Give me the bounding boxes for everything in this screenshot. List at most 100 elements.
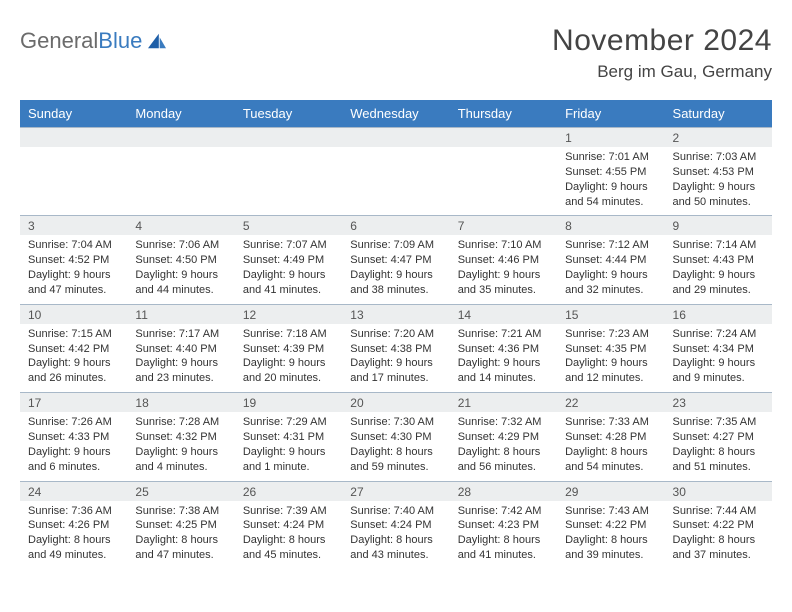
sunset-text: Sunset: 4:31 PM (243, 430, 334, 445)
day-content-cell (342, 147, 449, 216)
day-content-cell: Sunrise: 7:26 AMSunset: 4:33 PMDaylight:… (20, 412, 127, 481)
daylight-text: Daylight: 9 hours (135, 268, 226, 283)
daylight-text: Daylight: 9 hours (673, 356, 764, 371)
sunrise-text: Sunrise: 7:07 AM (243, 238, 334, 253)
sunset-text: Sunset: 4:22 PM (673, 518, 764, 533)
daylight-text: and 44 minutes. (135, 283, 226, 298)
sunset-text: Sunset: 4:44 PM (565, 253, 656, 268)
daylight-text: Daylight: 9 hours (565, 268, 656, 283)
day-number-cell: 24 (20, 481, 127, 501)
daylight-text: Daylight: 9 hours (350, 356, 441, 371)
daylight-text: Daylight: 8 hours (28, 533, 119, 548)
daylight-text: and 41 minutes. (458, 548, 549, 563)
day-number-cell: 17 (20, 393, 127, 413)
daylight-text: and 29 minutes. (673, 283, 764, 298)
daynum-row: 3456789 (20, 216, 772, 236)
day-number-cell: 14 (450, 304, 557, 324)
weekday-header: Wednesday (342, 100, 449, 128)
sunset-text: Sunset: 4:36 PM (458, 342, 549, 357)
daylight-text: and 32 minutes. (565, 283, 656, 298)
day-content-cell: Sunrise: 7:21 AMSunset: 4:36 PMDaylight:… (450, 324, 557, 393)
daynum-row: 10111213141516 (20, 304, 772, 324)
sunrise-text: Sunrise: 7:10 AM (458, 238, 549, 253)
daylight-text: Daylight: 9 hours (243, 445, 334, 460)
location-subtitle: Berg im Gau, Germany (552, 62, 772, 82)
title-block: November 2024 Berg im Gau, Germany (552, 24, 772, 82)
daylight-text: Daylight: 9 hours (458, 268, 549, 283)
sunset-text: Sunset: 4:49 PM (243, 253, 334, 268)
day-number-cell: 30 (665, 481, 772, 501)
daylight-text: and 59 minutes. (350, 460, 441, 475)
day-content-cell: Sunrise: 7:44 AMSunset: 4:22 PMDaylight:… (665, 501, 772, 569)
daylight-text: Daylight: 8 hours (673, 533, 764, 548)
day-content-cell: Sunrise: 7:01 AMSunset: 4:55 PMDaylight:… (557, 147, 664, 216)
day-number-cell: 9 (665, 216, 772, 236)
weekday-header: Friday (557, 100, 664, 128)
daylight-text: and 12 minutes. (565, 371, 656, 386)
sunset-text: Sunset: 4:43 PM (673, 253, 764, 268)
day-content-cell (20, 147, 127, 216)
sunrise-text: Sunrise: 7:23 AM (565, 327, 656, 342)
daylight-text: Daylight: 8 hours (243, 533, 334, 548)
day-content-cell (450, 147, 557, 216)
logo-word1: General (20, 28, 98, 53)
sunrise-text: Sunrise: 7:26 AM (28, 415, 119, 430)
daylight-text: and 17 minutes. (350, 371, 441, 386)
sunset-text: Sunset: 4:23 PM (458, 518, 549, 533)
sunset-text: Sunset: 4:27 PM (673, 430, 764, 445)
calendar-table: SundayMondayTuesdayWednesdayThursdayFrid… (20, 100, 772, 569)
sunset-text: Sunset: 4:40 PM (135, 342, 226, 357)
day-number-cell (20, 128, 127, 148)
day-content-row: Sunrise: 7:01 AMSunset: 4:55 PMDaylight:… (20, 147, 772, 216)
day-number-cell: 6 (342, 216, 449, 236)
day-content-cell: Sunrise: 7:07 AMSunset: 4:49 PMDaylight:… (235, 235, 342, 304)
day-number-cell: 11 (127, 304, 234, 324)
weekday-header: Sunday (20, 100, 127, 128)
logo-word2: Blue (98, 28, 142, 53)
day-content-cell: Sunrise: 7:14 AMSunset: 4:43 PMDaylight:… (665, 235, 772, 304)
month-title: November 2024 (552, 24, 772, 58)
daylight-text: Daylight: 9 hours (350, 268, 441, 283)
daylight-text: Daylight: 8 hours (350, 445, 441, 460)
daylight-text: Daylight: 9 hours (28, 356, 119, 371)
daylight-text: Daylight: 8 hours (458, 445, 549, 460)
daynum-row: 12 (20, 128, 772, 148)
day-content-cell: Sunrise: 7:39 AMSunset: 4:24 PMDaylight:… (235, 501, 342, 569)
day-number-cell: 26 (235, 481, 342, 501)
day-number-cell (235, 128, 342, 148)
day-content-cell: Sunrise: 7:03 AMSunset: 4:53 PMDaylight:… (665, 147, 772, 216)
sunset-text: Sunset: 4:34 PM (673, 342, 764, 357)
sunset-text: Sunset: 4:24 PM (243, 518, 334, 533)
logo: GeneralBlue (20, 24, 168, 54)
sunrise-text: Sunrise: 7:21 AM (458, 327, 549, 342)
daylight-text: and 14 minutes. (458, 371, 549, 386)
day-content-cell: Sunrise: 7:04 AMSunset: 4:52 PMDaylight:… (20, 235, 127, 304)
daylight-text: Daylight: 9 hours (673, 268, 764, 283)
day-number-cell: 13 (342, 304, 449, 324)
sunset-text: Sunset: 4:33 PM (28, 430, 119, 445)
day-content-cell: Sunrise: 7:32 AMSunset: 4:29 PMDaylight:… (450, 412, 557, 481)
sunset-text: Sunset: 4:24 PM (350, 518, 441, 533)
day-number-cell: 10 (20, 304, 127, 324)
daylight-text: and 23 minutes. (135, 371, 226, 386)
sunrise-text: Sunrise: 7:17 AM (135, 327, 226, 342)
sunrise-text: Sunrise: 7:39 AM (243, 504, 334, 519)
daylight-text: Daylight: 9 hours (565, 180, 656, 195)
day-number-cell: 8 (557, 216, 664, 236)
daylight-text: Daylight: 9 hours (135, 356, 226, 371)
daylight-text: and 54 minutes. (565, 460, 656, 475)
day-content-cell: Sunrise: 7:23 AMSunset: 4:35 PMDaylight:… (557, 324, 664, 393)
sunrise-text: Sunrise: 7:18 AM (243, 327, 334, 342)
sunset-text: Sunset: 4:39 PM (243, 342, 334, 357)
sunrise-text: Sunrise: 7:09 AM (350, 238, 441, 253)
daylight-text: and 1 minute. (243, 460, 334, 475)
day-content-cell: Sunrise: 7:29 AMSunset: 4:31 PMDaylight:… (235, 412, 342, 481)
day-number-cell: 20 (342, 393, 449, 413)
sunrise-text: Sunrise: 7:32 AM (458, 415, 549, 430)
daylight-text: and 20 minutes. (243, 371, 334, 386)
day-number-cell: 28 (450, 481, 557, 501)
day-content-cell: Sunrise: 7:33 AMSunset: 4:28 PMDaylight:… (557, 412, 664, 481)
daylight-text: and 47 minutes. (135, 548, 226, 563)
day-content-cell: Sunrise: 7:30 AMSunset: 4:30 PMDaylight:… (342, 412, 449, 481)
weekday-header: Thursday (450, 100, 557, 128)
